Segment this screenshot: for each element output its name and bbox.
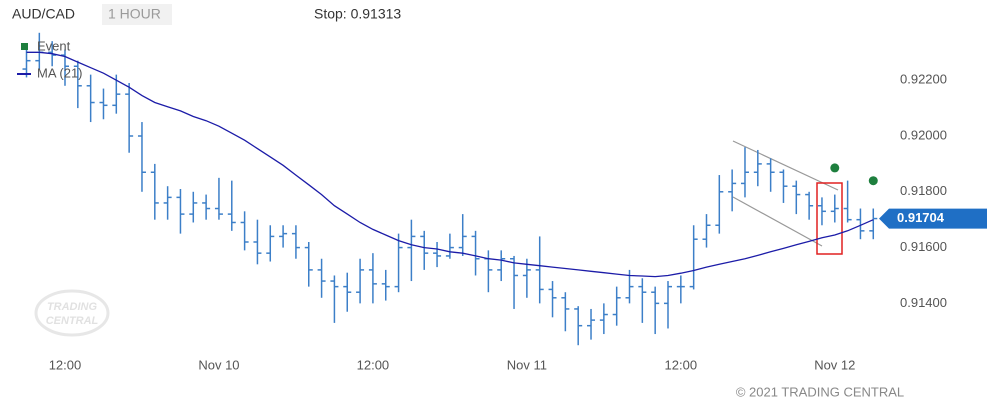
x-tick-label: Nov 10 [198,357,239,372]
channel [732,140,839,247]
channel-upper [732,140,839,191]
price-tag-label: 0.91704 [897,210,945,225]
x-tick-label: 12:00 [357,357,390,372]
highlight-box [816,182,843,255]
watermark-text: CENTRAL [46,315,99,327]
event-marker [868,176,878,186]
price-tag [879,208,987,229]
interval-box [102,4,172,25]
legend-label: Event [37,38,71,53]
y-tick-label: 0.92000 [900,127,947,142]
y-tick-label: 0.91600 [900,239,947,254]
y-tick-label: 0.91800 [900,183,947,198]
y-tick-label: 0.91400 [900,295,947,310]
legend-label: MA (21) [37,65,83,80]
x-tick-label: 12:00 [49,357,82,372]
watermark: TRADING CENTRAL [34,289,110,337]
ma-line [26,51,874,278]
symbol: AUD/CAD [12,6,75,22]
watermark-ring [34,289,110,337]
interval: 1 HOUR [108,6,161,22]
copyright: © 2021 TRADING CENTRAL [736,384,904,399]
channel-lower [732,196,823,247]
y-tick-label: 0.92200 [900,72,947,87]
x-tick-label: Nov 11 [507,357,547,372]
stop-label: Stop: 0.91313 [314,6,401,22]
x-tick-label: Nov 12 [814,357,855,372]
x-tick-label: 12:00 [665,357,698,372]
watermark-text: TRADING [47,301,98,313]
legend-marker [21,43,28,50]
event-marker [830,163,840,173]
